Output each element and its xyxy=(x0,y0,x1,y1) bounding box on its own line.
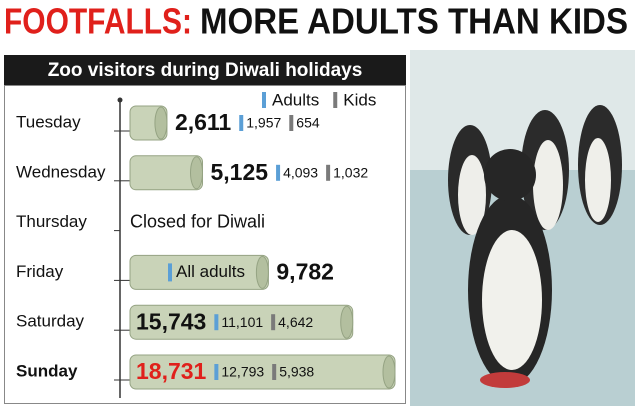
annotation: All adults xyxy=(176,262,245,281)
day-label: Thursday xyxy=(16,212,87,231)
series-swatch xyxy=(214,364,219,380)
legend-label: Adults xyxy=(272,90,319,109)
bar-cap xyxy=(255,255,269,289)
legend-swatch xyxy=(262,92,266,108)
series-label: 654 xyxy=(296,115,320,131)
series-swatch xyxy=(272,364,277,380)
annotation-swatch xyxy=(168,263,172,282)
annotation: Closed for Diwali xyxy=(130,211,265,231)
series-label: 11,101 xyxy=(221,314,263,330)
day-label: Friday xyxy=(16,262,64,281)
day-label: Sunday xyxy=(16,361,78,380)
day-label: Wednesday xyxy=(16,162,106,181)
series-swatch xyxy=(214,314,219,331)
series-label: 1,032 xyxy=(333,165,368,181)
bar-cap xyxy=(340,305,354,339)
series-label: 5,938 xyxy=(279,364,314,380)
series-swatch xyxy=(289,115,294,131)
day-label: Tuesday xyxy=(16,112,81,131)
axis-dot xyxy=(117,97,123,103)
series-swatch xyxy=(326,164,331,181)
subtitle-band xyxy=(4,55,406,85)
series-label: 1,957 xyxy=(246,115,281,131)
title-highlight: FOOTFALLS: xyxy=(4,1,192,42)
bar-cap xyxy=(382,355,396,389)
series-swatch xyxy=(271,314,276,331)
subtitle: Zoo visitors during Diwali holidays xyxy=(48,60,363,81)
chart-title: MORE ADULTS THAN KIDS xyxy=(200,1,628,42)
day-label: Saturday xyxy=(16,312,85,331)
series-label: 12,793 xyxy=(221,364,264,380)
bar-cap xyxy=(190,156,204,190)
series-swatch xyxy=(276,164,281,181)
legend-label: Kids xyxy=(343,90,376,109)
series-label: 4,642 xyxy=(278,314,313,330)
bar-cap xyxy=(154,106,168,140)
series-label: 4,093 xyxy=(283,165,318,181)
total-label: 18,731 xyxy=(136,358,207,384)
panel-frame xyxy=(4,85,406,404)
total-label: 15,743 xyxy=(136,308,206,334)
total-label: 5,125 xyxy=(211,159,269,185)
series-swatch xyxy=(239,115,244,131)
total-label: 9,782 xyxy=(276,258,334,284)
total-label: 2,611 xyxy=(175,109,231,135)
legend-swatch xyxy=(333,92,338,108)
photo xyxy=(410,50,635,406)
